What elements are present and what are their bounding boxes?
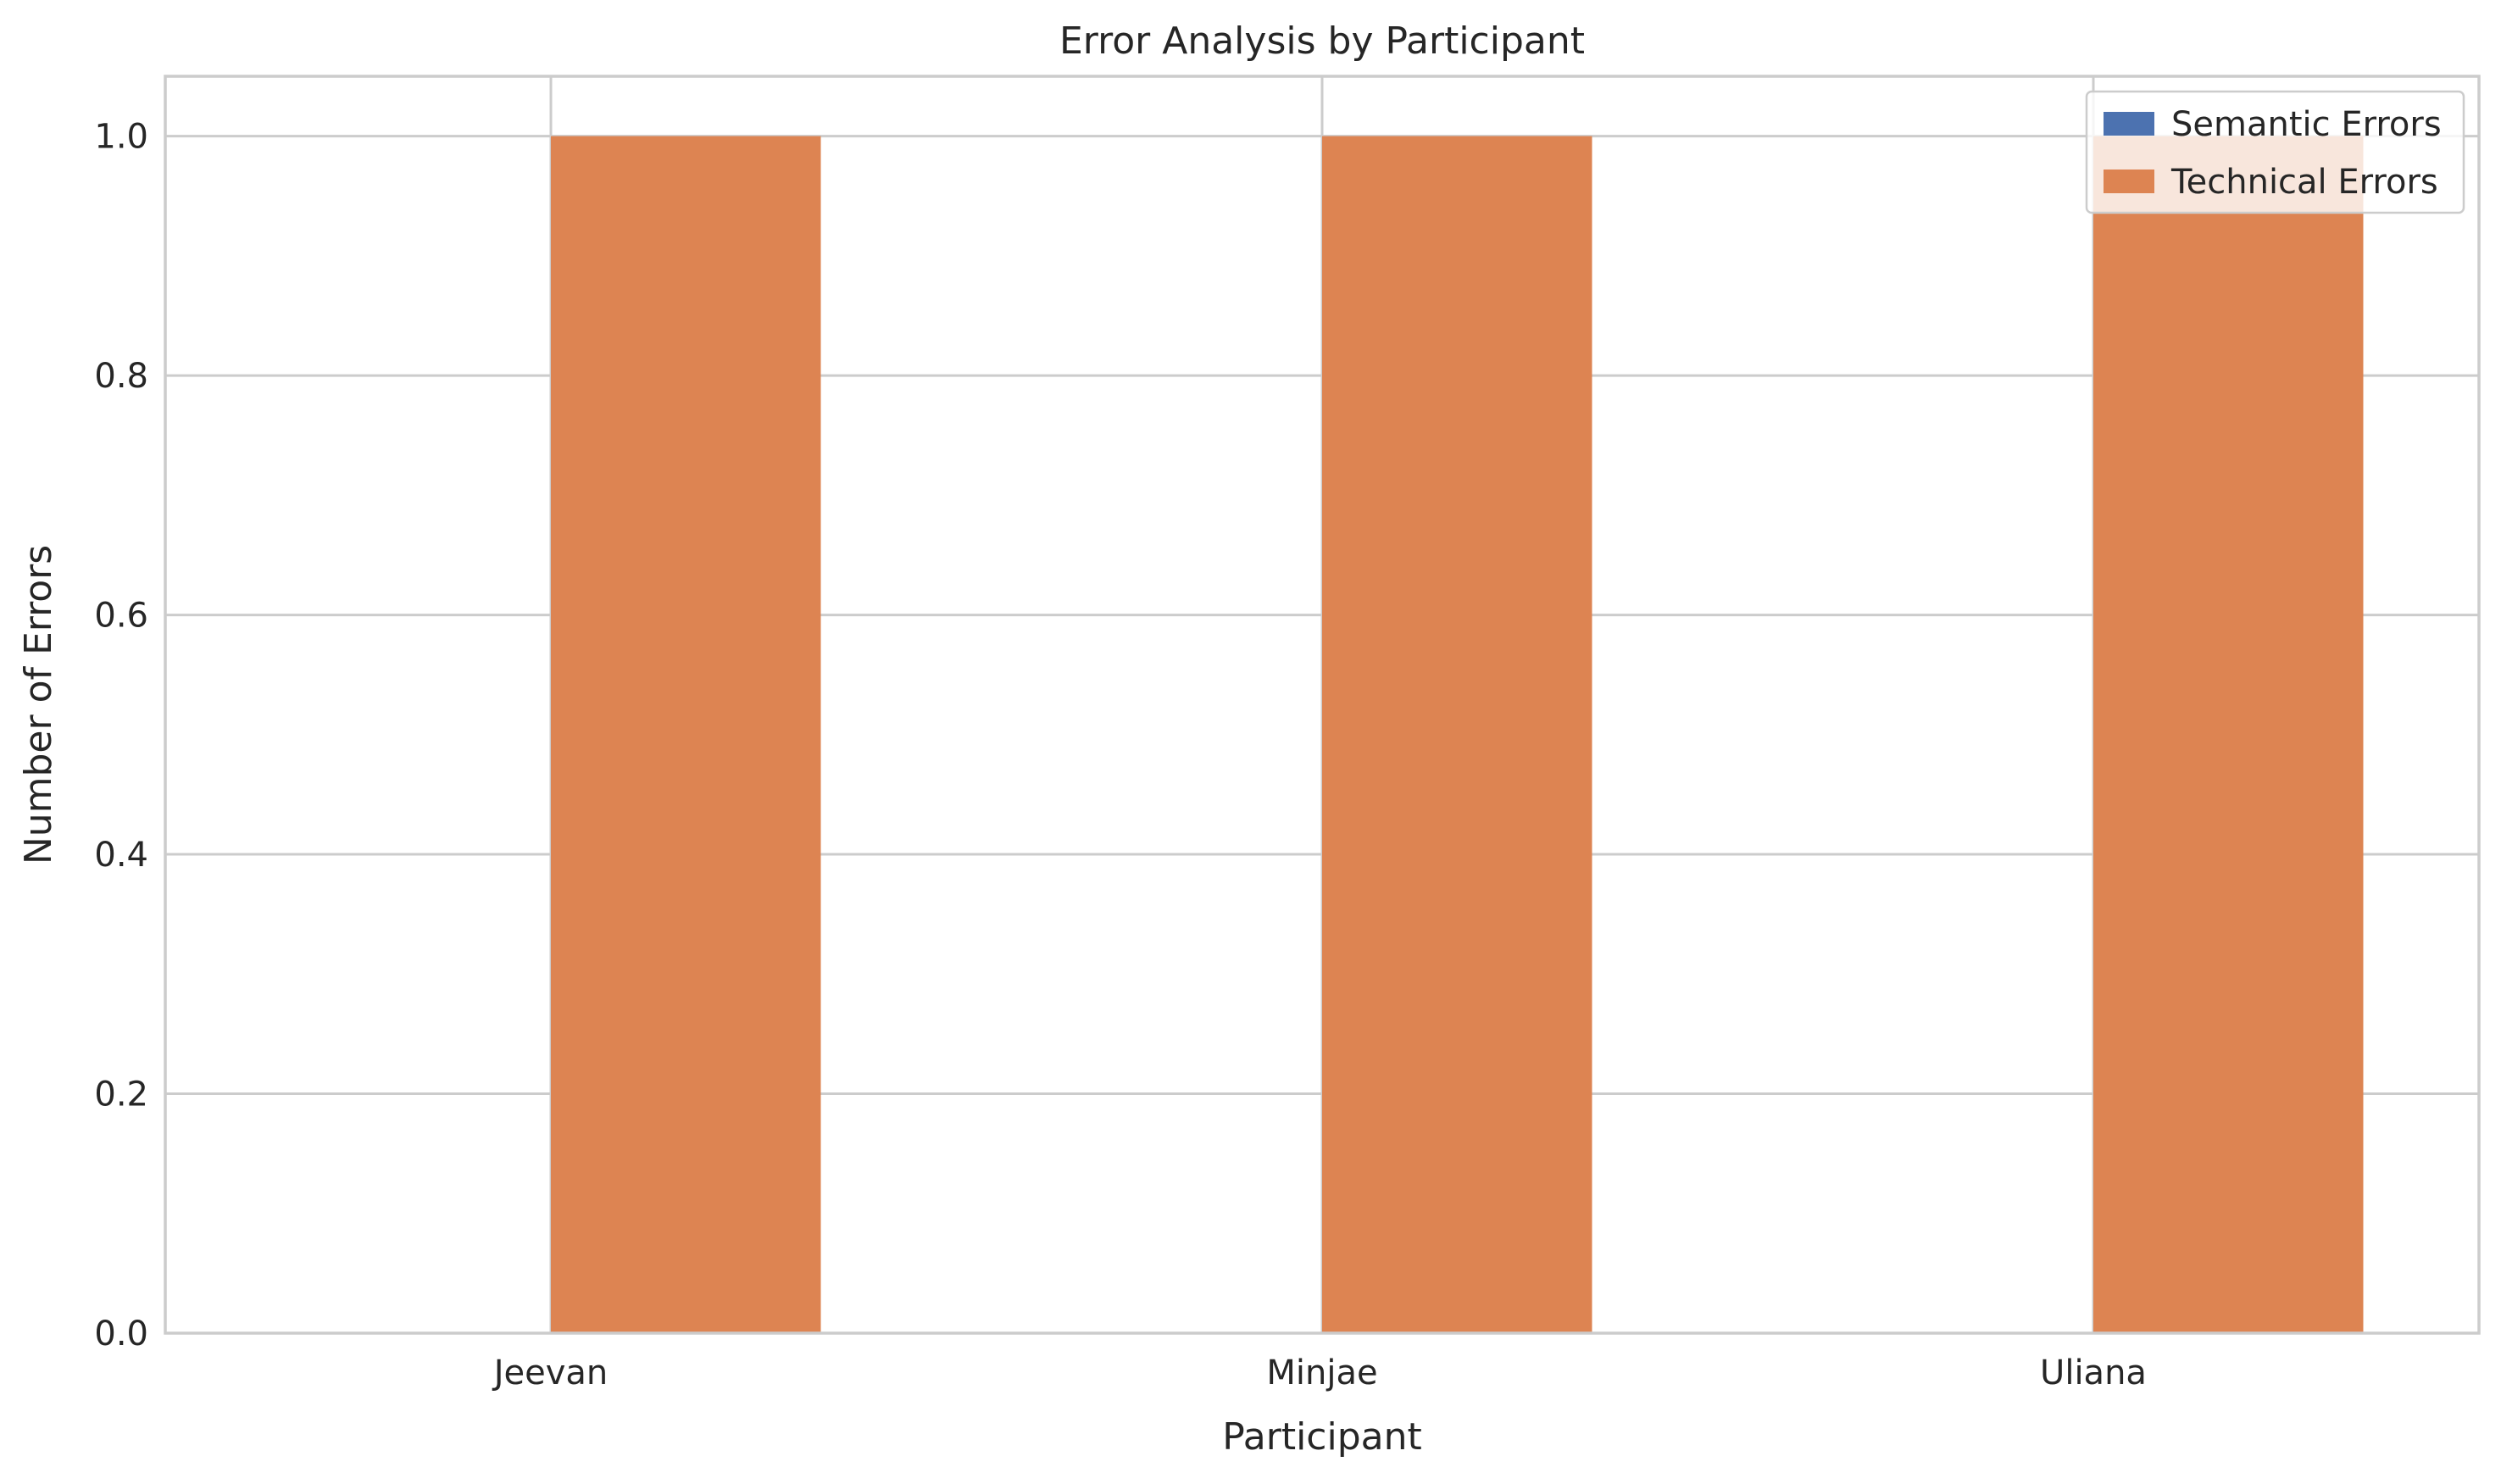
x-tick-label: Minjae (1266, 1353, 1377, 1392)
x-tick-label: Uliana (2040, 1353, 2147, 1392)
bars (551, 136, 2364, 1334)
x-axis-label: Participant (1222, 1415, 1422, 1459)
legend-items: Semantic Errors Technical Errors (2104, 105, 2442, 202)
bar (551, 136, 821, 1334)
legend-label: Semantic Errors (2171, 105, 2442, 144)
bar (1322, 136, 1592, 1334)
y-axis-label: Number of Errors (17, 545, 60, 864)
plot-frame (164, 75, 2481, 1335)
y-tick-label: 1.0 (94, 118, 148, 157)
x-tick-labels: Jeevan Minjae Uliana (492, 1353, 2147, 1392)
legend-swatch (2104, 112, 2154, 136)
y-tick-label: 0.0 (94, 1314, 148, 1353)
legend-label: Technical Errors (2170, 163, 2438, 202)
y-tick-label: 0.2 (94, 1075, 148, 1114)
bar (2093, 136, 2364, 1334)
legend-box (2085, 90, 2465, 214)
y-tick-label: 0.8 (94, 357, 148, 396)
chart-title: Error Analysis by Participant (1059, 19, 1585, 63)
y-tick-label: 0.4 (94, 836, 148, 875)
x-tick-label: Jeevan (492, 1353, 609, 1392)
legend-swatch (2104, 170, 2154, 193)
legend: Semantic Errors Technical Errors (2085, 90, 2465, 214)
y-tick-labels: 0.0 0.2 0.4 0.6 0.8 1.0 (94, 118, 148, 1353)
y-tick-label: 0.6 (94, 597, 148, 636)
